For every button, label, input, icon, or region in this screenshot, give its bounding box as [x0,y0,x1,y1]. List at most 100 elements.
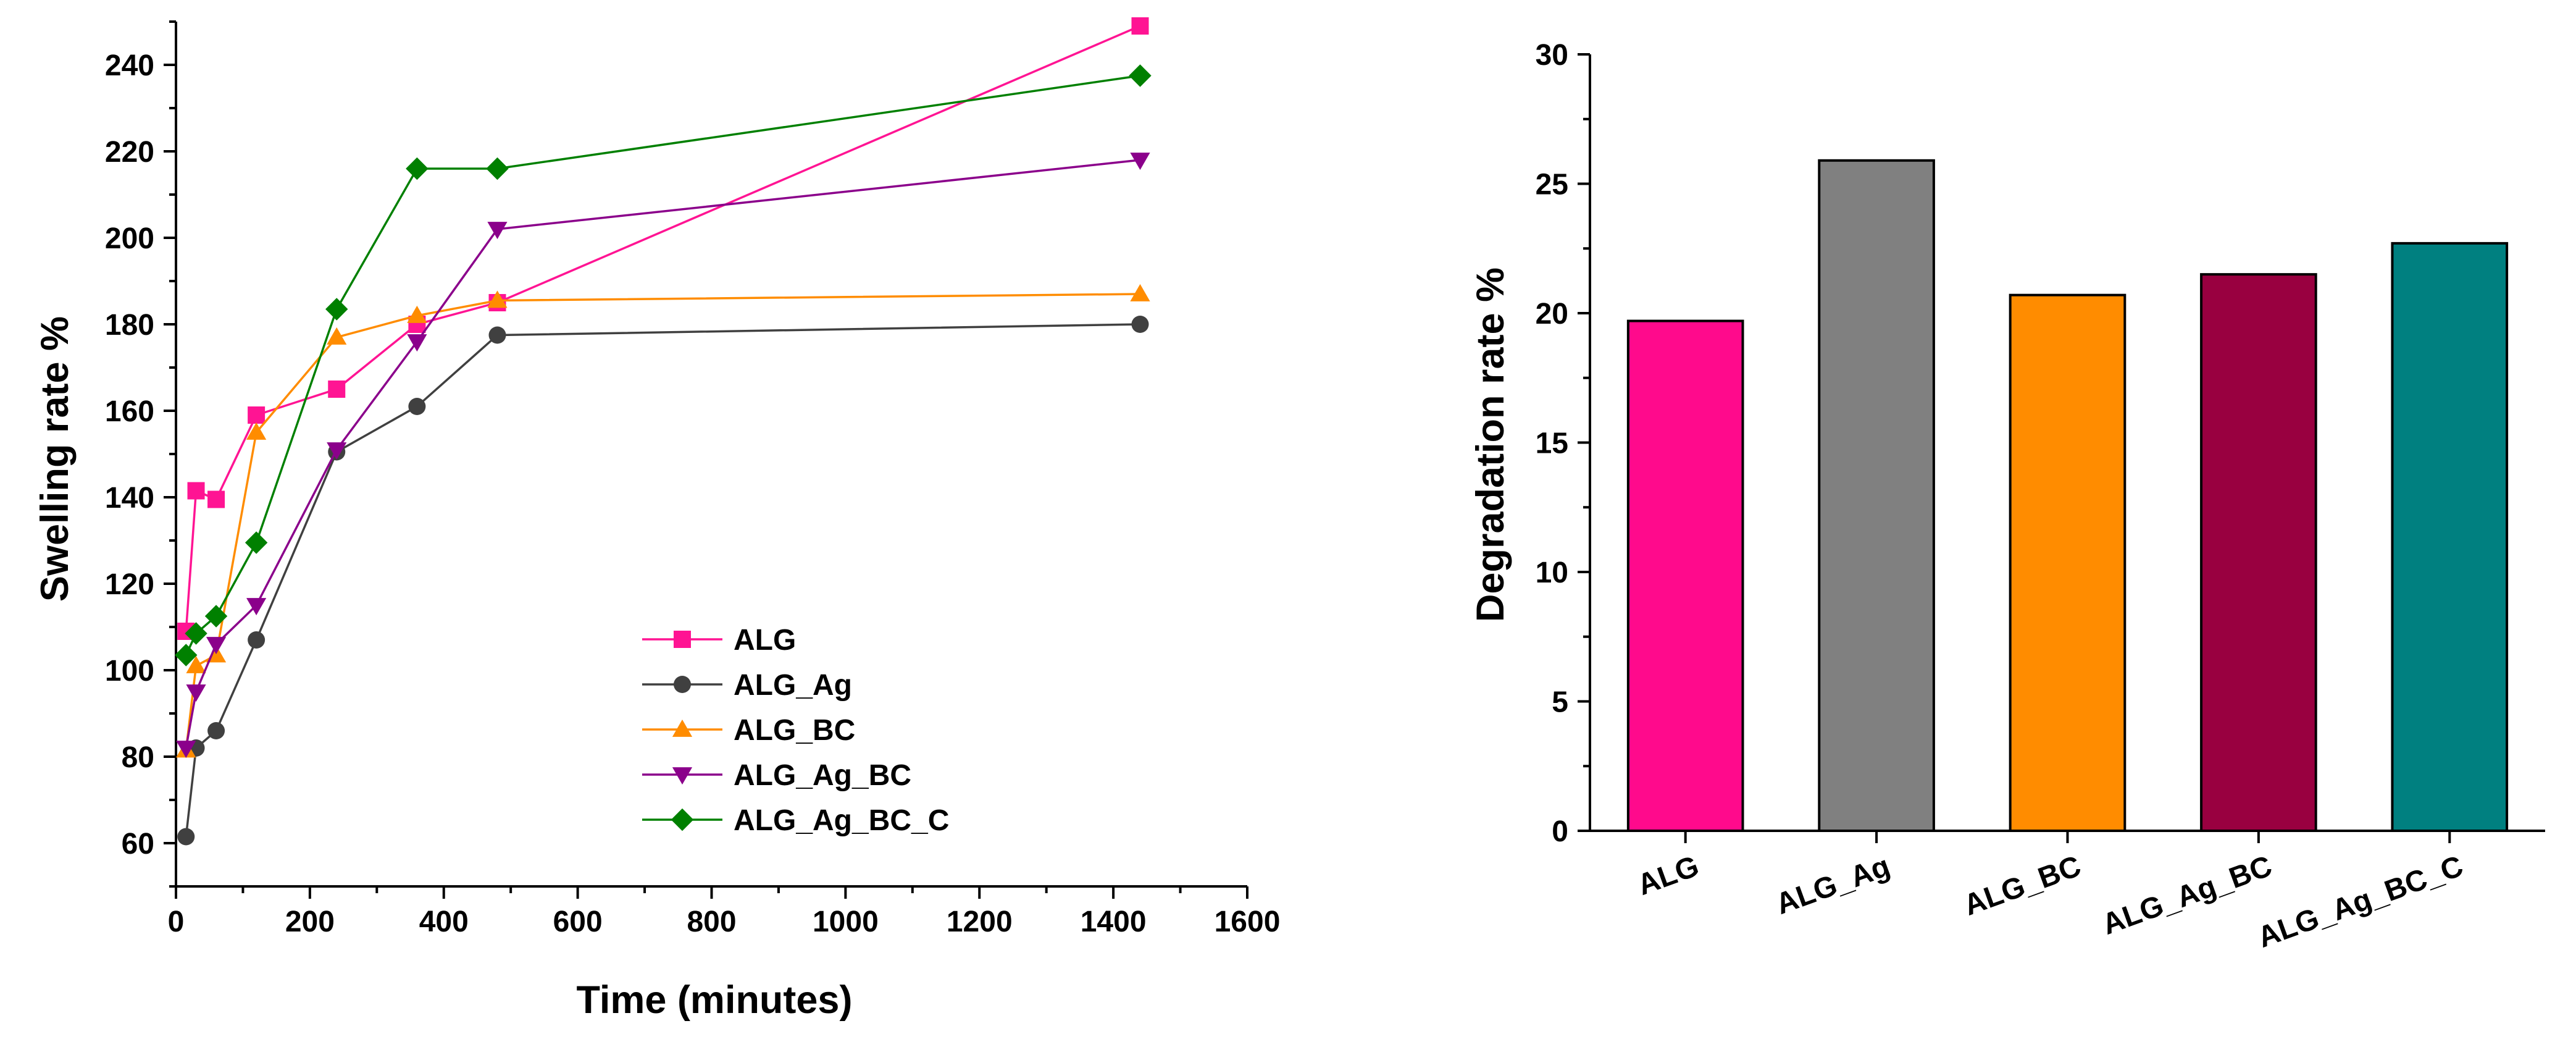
legend-marker [672,767,693,785]
series-point [186,655,206,673]
series-point [207,490,225,508]
legend-entry: ALG_Ag_BC_C [642,804,949,837]
series-alg-ag [177,316,1149,846]
series-alg-ag-bc-c [175,64,1152,666]
bar-chart-x-tick-label: ALG_Ag [1771,850,1894,921]
series-point [325,298,348,321]
legend-marker [671,808,694,831]
legend-label: ALG_Ag [734,669,852,702]
bar-chart-x-tick-label: ALG_BC [1960,850,2086,922]
bar-chart-x-tick-label: ALG [1633,850,1703,902]
bar-chart-y-tick-label: 0 [1552,815,1568,848]
line-chart-y-tick-label: 80 [122,741,154,774]
line-chart-series [175,17,1152,846]
bar-alg [1626,319,1744,832]
legend-entry: ALG_BC [642,714,855,747]
legend-entry: ALG [642,624,796,657]
line-chart-x-tick-label: 200 [285,906,335,938]
series-alg-ag-bc [176,153,1150,759]
line-chart-axes: 0 200 400 600 800 1000 1200 1400 1600 60 80 100 120 1… [105,20,1281,938]
bar-chart-y-tick-label: 20 [1536,298,1568,330]
line-chart-y-tick-label: 180 [105,309,154,342]
series-point [206,637,227,655]
line-chart-x-tick-label: 600 [553,906,603,938]
line-chart-x-tick-label: 0 [168,906,185,938]
series-point [327,442,347,460]
series-point [407,305,427,323]
line-chart-x-tick-label: 400 [419,906,469,938]
bar-chart-x-tick-label: ALG_Ag_BC [2098,850,2277,941]
series-point [176,741,196,759]
bar-chart-bars [1626,159,2509,833]
series-point [248,406,266,424]
series-point [1131,316,1149,333]
legend-label: ALG_Ag_BC_C [734,804,949,837]
swelling-rate-line-chart: 0 200 400 600 800 1000 1200 1400 1600 60 80 100 120 1… [33,17,1280,1022]
series-point [246,598,267,616]
bar-chart-y-tick-label: 30 [1536,39,1568,72]
line-chart-y-tick-label: 100 [105,655,154,687]
series-point [185,622,207,645]
bar-alg-ag-bc-c [2391,242,2509,832]
line-chart-y-tick-label: 140 [105,482,154,515]
line-chart-y-tick-label: 120 [105,568,154,601]
line-chart-y-tick-label: 60 [122,828,154,860]
series-point [407,334,427,352]
series-line [185,323,1140,837]
line-chart-y-tick-label: 160 [105,395,154,428]
series-point [187,482,205,500]
series-point [175,644,198,666]
series-alg-bc [176,284,1150,758]
degradation-rate-bar-chart: 0 5 10 15 20 25 30 ALG ALG_Ag ALG_BC ALG_Ag_BCALG_… [1469,39,2545,954]
bar-chart-y-axis-title: Degradation rate % [1469,267,1512,622]
line-chart-y-tick-label: 220 [105,136,154,169]
series-point [408,398,426,415]
line-chart-x-tick-label: 800 [687,906,736,938]
series-point [327,327,347,345]
legend-entry: ALG_Ag [642,669,852,702]
series-line [185,293,1140,751]
legend-label: ALG_BC [734,714,855,747]
line-chart-x-tick-label: 1600 [1215,906,1281,938]
series-point [246,422,267,440]
series-point [207,722,225,739]
series-point [1129,64,1152,87]
series-point [245,531,268,554]
line-chart-x-tick-label: 1200 [947,906,1013,938]
line-chart-x-tick-label: 1000 [813,906,879,938]
legend-marker [672,719,693,737]
legend-label: ALG [734,624,796,657]
series-point [204,605,228,628]
bar-alg-ag-bc [2200,273,2317,832]
bar-chart-y-tick-label: 5 [1552,686,1568,719]
line-chart-x-tick-label: 1400 [1081,906,1147,938]
bar-chart-y-tick-label: 25 [1536,169,1568,201]
series-line [185,159,1140,749]
series-point [328,381,346,398]
bar-alg-ag [1818,159,1935,832]
bar-chart-x-tick-label: ALG_Ag_BC_C [2254,850,2467,954]
series-point [487,290,508,308]
series-point [248,631,266,649]
series-point [488,326,506,344]
line-chart-y-tick-label: 240 [105,49,154,82]
series-line [185,74,1140,656]
legend-marker [674,631,691,648]
legend-marker [674,676,691,693]
series-point [1130,153,1150,170]
series-point [186,684,206,702]
legend-entry: ALG_Ag_BC [642,759,911,792]
series-alg [177,17,1149,640]
series-point [486,157,509,180]
series-point [406,157,429,180]
line-chart-y-tick-label: 200 [105,222,154,255]
series-point [1131,17,1149,35]
series-point [177,828,195,846]
series-point [487,222,508,240]
line-chart-legend: ALG ALG_Ag ALG_BC ALG_Ag_BC ALG_Ag_BC_C [642,624,949,837]
bar-chart-y-tick-label: 10 [1536,557,1568,589]
line-chart-y-axis-title: Swelling rate % [33,316,77,602]
series-point [1130,284,1150,301]
bar-chart-y-tick-label: 15 [1536,427,1568,460]
